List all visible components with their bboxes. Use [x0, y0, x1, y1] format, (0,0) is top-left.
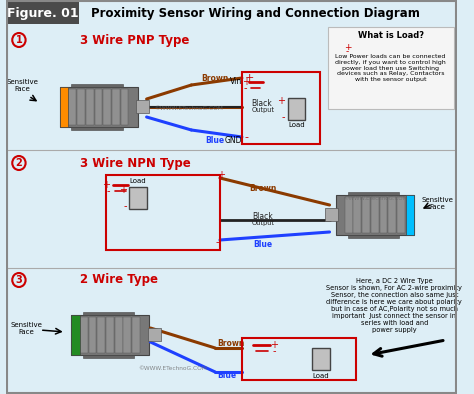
Bar — [336, 195, 414, 235]
Text: 3: 3 — [16, 275, 22, 285]
Bar — [95, 89, 102, 125]
Text: Here, a DC 2 Wire Type
Sensor is shown, For AC 2-wire proximity
Sensor, the conn: Here, a DC 2 Wire Type Sensor is shown, … — [327, 278, 462, 333]
Text: Output: Output — [251, 107, 274, 113]
Bar — [362, 197, 370, 233]
Text: -: - — [273, 346, 276, 356]
Text: ©WWW.ETechnoG.COM: ©WWW.ETechnoG.COM — [138, 366, 207, 370]
Bar — [371, 197, 379, 233]
Text: -: - — [245, 132, 249, 142]
Bar — [106, 317, 114, 353]
Text: Face: Face — [18, 329, 35, 335]
Bar — [60, 87, 138, 127]
Bar — [325, 208, 338, 221]
Text: Low Power loads can be connected
directly, if you want to control high
power loa: Low Power loads can be connected directl… — [335, 54, 446, 82]
Text: 2: 2 — [16, 158, 22, 168]
Text: 1: 1 — [16, 35, 22, 45]
Bar — [97, 317, 105, 353]
Bar — [136, 100, 149, 113]
Bar — [354, 197, 361, 233]
Bar — [71, 127, 123, 130]
Text: -: - — [123, 201, 127, 211]
Text: +: + — [217, 170, 225, 180]
Bar — [129, 187, 146, 209]
Text: Sensitive: Sensitive — [10, 322, 43, 328]
Text: Blue: Blue — [217, 372, 236, 381]
Text: 3 Wire PNP Type: 3 Wire PNP Type — [80, 33, 189, 46]
Text: Brown: Brown — [201, 74, 229, 82]
Bar — [80, 317, 88, 353]
Bar — [115, 317, 122, 353]
Text: Black: Black — [253, 212, 273, 221]
Text: Load: Load — [288, 122, 304, 128]
Text: Load: Load — [130, 178, 146, 184]
Text: +: + — [277, 96, 285, 106]
Bar — [60, 87, 68, 127]
Text: Proximity Sensor Wiring and Connection Diagram: Proximity Sensor Wiring and Connection D… — [91, 6, 419, 19]
Bar — [312, 348, 329, 370]
Text: +: + — [118, 185, 127, 195]
Bar — [123, 317, 131, 353]
Bar — [8, 2, 79, 24]
Text: Black: Black — [251, 98, 272, 108]
Bar — [121, 89, 128, 125]
Text: ©WWW.ETechnoG.COM: ©WWW.ETechnoG.COM — [154, 106, 223, 110]
Bar — [388, 197, 396, 233]
Text: What is Load?: What is Load? — [357, 30, 423, 39]
Bar — [347, 235, 399, 238]
Text: +: + — [102, 180, 110, 190]
Bar — [86, 89, 94, 125]
Bar — [380, 197, 387, 233]
Text: Face: Face — [15, 86, 31, 92]
Bar — [77, 89, 85, 125]
Text: Vin: Vin — [229, 76, 242, 85]
Text: -: - — [215, 237, 219, 247]
Text: +: + — [245, 73, 254, 83]
Bar — [89, 317, 96, 353]
Bar — [347, 192, 399, 195]
Text: -: - — [346, 48, 349, 56]
Bar — [132, 317, 140, 353]
Text: Blue: Blue — [253, 240, 273, 249]
Text: Figure. 01: Figure. 01 — [7, 6, 79, 19]
Bar — [106, 175, 220, 250]
Text: Load: Load — [313, 373, 329, 379]
Bar — [242, 72, 320, 144]
Bar — [83, 312, 134, 315]
Text: +: + — [270, 340, 278, 350]
Bar — [288, 98, 305, 120]
Text: Output: Output — [251, 220, 274, 226]
Text: Brown: Brown — [249, 184, 276, 193]
Bar — [397, 197, 405, 233]
Text: Blue: Blue — [206, 136, 225, 145]
Text: -: - — [281, 112, 285, 122]
Bar — [345, 197, 353, 233]
Text: 3 Wire NPN Type: 3 Wire NPN Type — [80, 156, 191, 169]
Text: ©WWW.ETechnoG.COM: ©WWW.ETechnoG.COM — [343, 195, 407, 201]
Bar — [71, 315, 80, 355]
Text: Sensitive: Sensitive — [7, 79, 39, 85]
Text: +: + — [344, 43, 351, 52]
Bar — [242, 338, 356, 380]
Text: Brown: Brown — [217, 340, 245, 349]
Text: Face: Face — [429, 204, 445, 210]
Text: GND: GND — [224, 136, 242, 145]
Bar — [147, 328, 161, 341]
Text: -: - — [107, 186, 110, 196]
Text: Sensitive: Sensitive — [421, 197, 453, 203]
Text: -: - — [244, 83, 247, 93]
Bar — [71, 315, 149, 355]
Bar — [406, 195, 414, 235]
Bar — [71, 84, 123, 87]
Text: +: + — [242, 77, 250, 87]
Bar — [68, 89, 76, 125]
Bar — [112, 89, 120, 125]
Bar — [103, 89, 111, 125]
Bar — [328, 27, 455, 109]
Bar — [83, 355, 134, 358]
Text: 2 Wire Type: 2 Wire Type — [80, 273, 158, 286]
